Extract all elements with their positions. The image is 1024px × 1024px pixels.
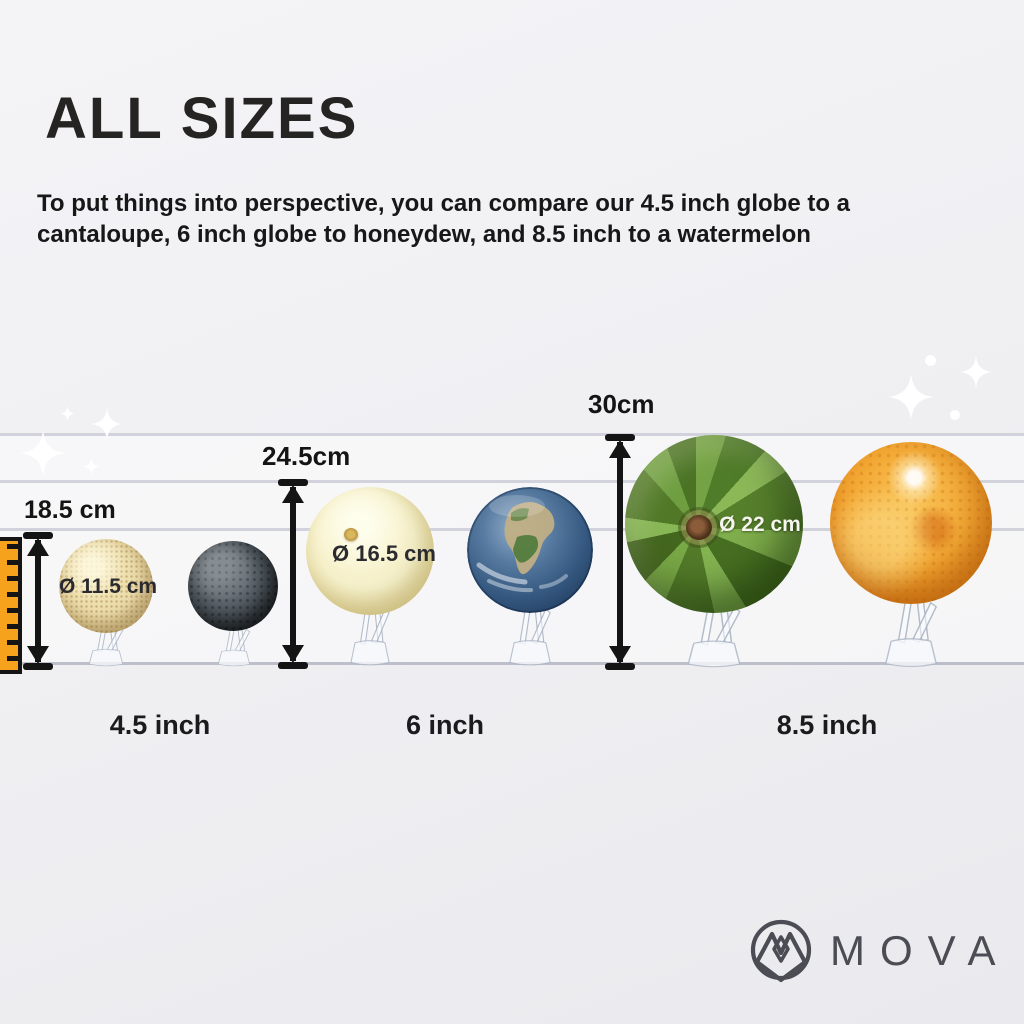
sparkle-dot-icon: [950, 410, 960, 420]
height-label-4-5-inch: 18.5 cm: [24, 496, 116, 524]
subtitle: To put things into perspective, you can …: [37, 188, 937, 250]
measure-arrow-18-5cm: [23, 532, 53, 670]
ruler-icon: [0, 537, 22, 674]
sparkle-icon: [83, 458, 100, 475]
sparkle-icon: [960, 356, 992, 388]
page-title: ALL SIZES: [45, 86, 359, 151]
diameter-label-honeydew: Ø 16.5 cm: [332, 541, 436, 566]
honeydew-photo: [306, 487, 434, 615]
height-label-8-5-inch: 30cm: [588, 389, 655, 419]
sparkle-icon: [60, 406, 75, 421]
moon-globe-photo: [188, 541, 278, 631]
height-label-6-inch: 24.5cm: [262, 441, 351, 471]
size-label-4-5-inch: 4.5 inch: [109, 710, 211, 740]
size-label-6-inch: 6 inch: [405, 710, 485, 740]
measure-arrow-30cm: [605, 434, 635, 670]
diameter-label-watermelon: Ø 22 cm: [719, 513, 801, 536]
brand-wordmark: MOVA: [830, 927, 1011, 974]
cantaloupe-photo: [59, 539, 153, 633]
watermelon-photo: [625, 435, 803, 613]
subtitle-line-2: cantaloupe, 6 inch globe to honeydew, an…: [37, 221, 811, 248]
diameter-label-cantaloupe: Ø 11.5 cm: [59, 575, 158, 598]
brand-footer: MOVA: [748, 918, 1011, 984]
sparkle-icon: [91, 408, 123, 440]
ruler-ticks: [7, 544, 18, 667]
subtitle-line-1: To put things into perspective, you can …: [37, 190, 850, 217]
measure-arrow-24-5cm: [278, 479, 308, 669]
guide-line-24cm: [0, 480, 1024, 483]
sun-globe-photo: [830, 442, 992, 604]
sparkle-icon: [20, 430, 66, 476]
sparkle-dot-icon: [925, 355, 936, 366]
guide-line-30cm: [0, 433, 1024, 436]
sparkle-icon: [888, 374, 934, 420]
baseline: [0, 662, 1024, 665]
earth-globe-photo: [467, 487, 593, 613]
mova-logo-icon: [750, 919, 812, 983]
size-label-8-5-inch: 8.5 inch: [776, 710, 878, 740]
